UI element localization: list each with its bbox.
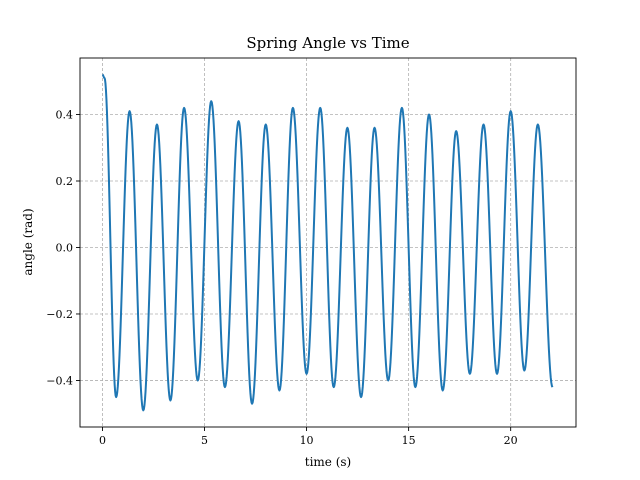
- series-line: [101, 73, 554, 412]
- chart-title: Spring Angle vs Time: [246, 34, 409, 52]
- x-axis-label: time (s): [305, 455, 351, 469]
- plot-frame: [79, 57, 577, 428]
- y-axis-label: angle (rad): [21, 208, 35, 275]
- ticks: 0 5 10 15 20 −0.4 −0.2 0.0 0.2 0.4: [46, 109, 517, 447]
- x-tick-label: 10: [300, 434, 314, 447]
- x-tick-label: 0: [99, 434, 106, 447]
- y-tick-label: 0.4: [56, 109, 74, 122]
- x-tick-label: 5: [201, 434, 208, 447]
- grid: [80, 58, 576, 427]
- x-tick-label: 20: [504, 434, 518, 447]
- y-tick-label: −0.4: [46, 374, 73, 387]
- series-layer: [101, 73, 554, 412]
- x-tick-label: 15: [402, 434, 416, 447]
- y-tick-label: −0.2: [46, 308, 73, 321]
- y-tick-label: 0.2: [56, 175, 74, 188]
- y-tick-label: 0.0: [56, 241, 74, 254]
